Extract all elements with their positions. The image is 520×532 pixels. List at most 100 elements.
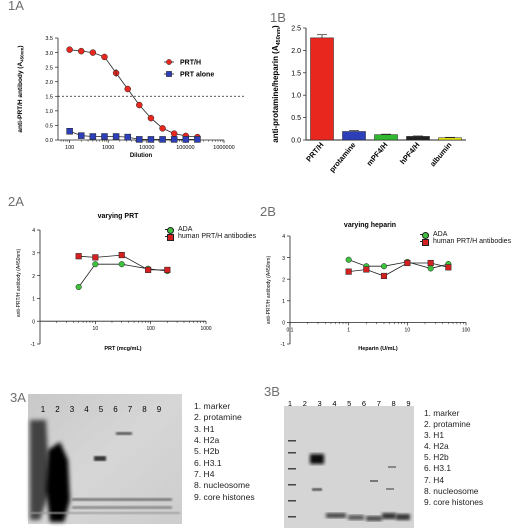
bar xyxy=(342,131,366,141)
data-point xyxy=(124,85,131,93)
y-tick-label: 0.5 xyxy=(45,124,53,130)
x-axis-label: Dilution xyxy=(130,153,153,159)
legend-label: ADA xyxy=(433,231,448,238)
y-tick-label: 0 xyxy=(32,319,35,325)
y-tick-label: 2.0 xyxy=(45,80,53,86)
y-tick-label: 1.0 xyxy=(45,109,53,115)
data-point xyxy=(118,261,125,268)
lane-key-item: 6. H3.1 xyxy=(424,463,452,474)
y-tick-label: 0.5 xyxy=(291,115,301,122)
bar xyxy=(406,136,430,141)
data-point xyxy=(147,114,155,122)
x-tick-label: 1000 xyxy=(200,326,211,332)
lane-key-item: 5. H2b xyxy=(194,446,220,457)
legend-label: PRT alone xyxy=(180,72,214,79)
x-tick-label: PRT/H xyxy=(304,141,325,164)
blot-3b-lane-numbers: 1 2 3 4 5 6 7 8 9 xyxy=(288,399,411,408)
series-line-2 xyxy=(69,130,198,140)
lane-key-item: 9. core histones xyxy=(194,491,255,502)
legend-label: PRT/H xyxy=(180,60,201,67)
x-tick-label: 10000 xyxy=(139,145,154,151)
x-tick-label: hPF4/H xyxy=(398,141,422,167)
y-axis-label: anti-protamine/heparin (A450nm) xyxy=(271,25,282,143)
blot-3b-image xyxy=(284,406,414,528)
panel-3a-lane-key: 1. marker 2. protamine 3. H1 4. H2a 5. H… xyxy=(194,401,255,503)
panel-2a-plot: -1 0 1 2 3 4 10 100 1000 PRT (mcg/mL) anti-PRT/H a… xyxy=(16,228,212,352)
x-axis-label: Heparin (U/mL) xyxy=(358,346,398,352)
y-tick-label: 1 xyxy=(282,299,285,305)
bar xyxy=(374,134,398,141)
lane-key-item: 3. H1 xyxy=(194,423,215,434)
data-point xyxy=(345,256,352,263)
lane-key-item: 5. H2b xyxy=(424,452,449,463)
y-tick-label: 0.0 xyxy=(45,138,53,144)
panel-1b: 1B 0.0 0.5 1.0 1.5 2.0 2.5 PRT/H protamine mPF4/… xyxy=(270,10,466,175)
data-point xyxy=(77,132,85,139)
data-point xyxy=(75,253,82,260)
x-tick-label: protamine xyxy=(327,141,357,175)
y-tick-label: 2 xyxy=(32,274,35,280)
x-tick-label: 100000 xyxy=(176,145,194,151)
panel-2b-title: varying heparin xyxy=(344,222,396,229)
panel-3b-label: 3B xyxy=(264,384,280,399)
y-tick-label: 1.0 xyxy=(291,93,301,100)
circle-marker-icon xyxy=(165,226,174,234)
panel-2a-label: 2A xyxy=(8,194,24,209)
data-point xyxy=(89,133,97,140)
lane-key-item: 1. marker xyxy=(424,408,460,418)
series-line-1 xyxy=(69,49,198,138)
y-tick-label: 4 xyxy=(32,228,35,234)
x-tick-label: 100 xyxy=(65,145,74,151)
panel-2a-legend: ADA human PRT/H antibodies xyxy=(165,226,257,241)
x-tick-label: mPF4/H xyxy=(365,141,390,168)
lane-number: 6 xyxy=(362,399,366,408)
data-point xyxy=(92,254,99,261)
data-point xyxy=(92,261,99,268)
data-point xyxy=(101,53,108,61)
data-point xyxy=(118,252,125,259)
panel-2a-title: varying PRT xyxy=(98,213,140,220)
y-tick-label: -1 xyxy=(281,342,286,348)
lane-key-item: 4. H2a xyxy=(194,435,220,446)
lane-number: 4 xyxy=(84,405,89,414)
lane-key-item: 2. protamine xyxy=(424,419,471,430)
x-tick-label: 100 xyxy=(146,326,155,332)
y-tick-label: 2.5 xyxy=(291,26,301,33)
panel-1a: 1A 0.0 0.5 1.0 1.5 2.0 2.5 3.0 3.5 100 1000 10000 1… xyxy=(8,0,244,159)
lane-number: 2 xyxy=(303,399,307,408)
bar xyxy=(438,137,462,141)
lane-number: 6 xyxy=(113,405,118,414)
lane-key-item: 4. H2a xyxy=(424,441,449,452)
data-point xyxy=(164,266,171,273)
lane-key-item: 7. H4 xyxy=(194,469,215,480)
y-tick-label: 3 xyxy=(282,256,285,262)
y-tick-label: 3 xyxy=(32,251,35,257)
bar xyxy=(310,37,334,141)
x-tick-label: 1 xyxy=(347,327,350,333)
y-tick-label: 2 xyxy=(282,277,285,283)
data-point xyxy=(124,133,131,141)
legend-item: ADA xyxy=(165,226,256,234)
data-point xyxy=(159,136,166,143)
panel-3b-lane-key: 1. marker 2. protamine 3. H1 4. H2a 5. H… xyxy=(424,408,483,508)
lane-number: 3 xyxy=(318,399,322,408)
data-point xyxy=(427,259,434,267)
lane-number: 8 xyxy=(142,405,147,414)
legend-label: human PRT/H antibodies xyxy=(178,233,257,240)
lane-key-item: 2. protamine xyxy=(194,412,242,423)
legend-label: human PRT/H antibodies xyxy=(433,238,512,245)
data-point xyxy=(136,101,143,109)
panel-2b-label: 2B xyxy=(260,204,276,219)
data-point xyxy=(404,259,411,267)
lane-key-item: 3. H1 xyxy=(424,430,445,441)
panel-1a-legend: PRT/H PRT alone xyxy=(164,59,214,79)
data-point xyxy=(182,136,190,143)
data-point xyxy=(75,283,82,291)
lane-key-item: 6. H3.1 xyxy=(194,457,222,468)
y-tick-label: 0.0 xyxy=(291,138,301,145)
legend-item: PRT alone xyxy=(164,71,214,79)
data-point xyxy=(170,136,178,143)
y-axis-label: anti-PRT/H antibody (A450nm) xyxy=(17,45,25,132)
data-point xyxy=(427,265,434,272)
